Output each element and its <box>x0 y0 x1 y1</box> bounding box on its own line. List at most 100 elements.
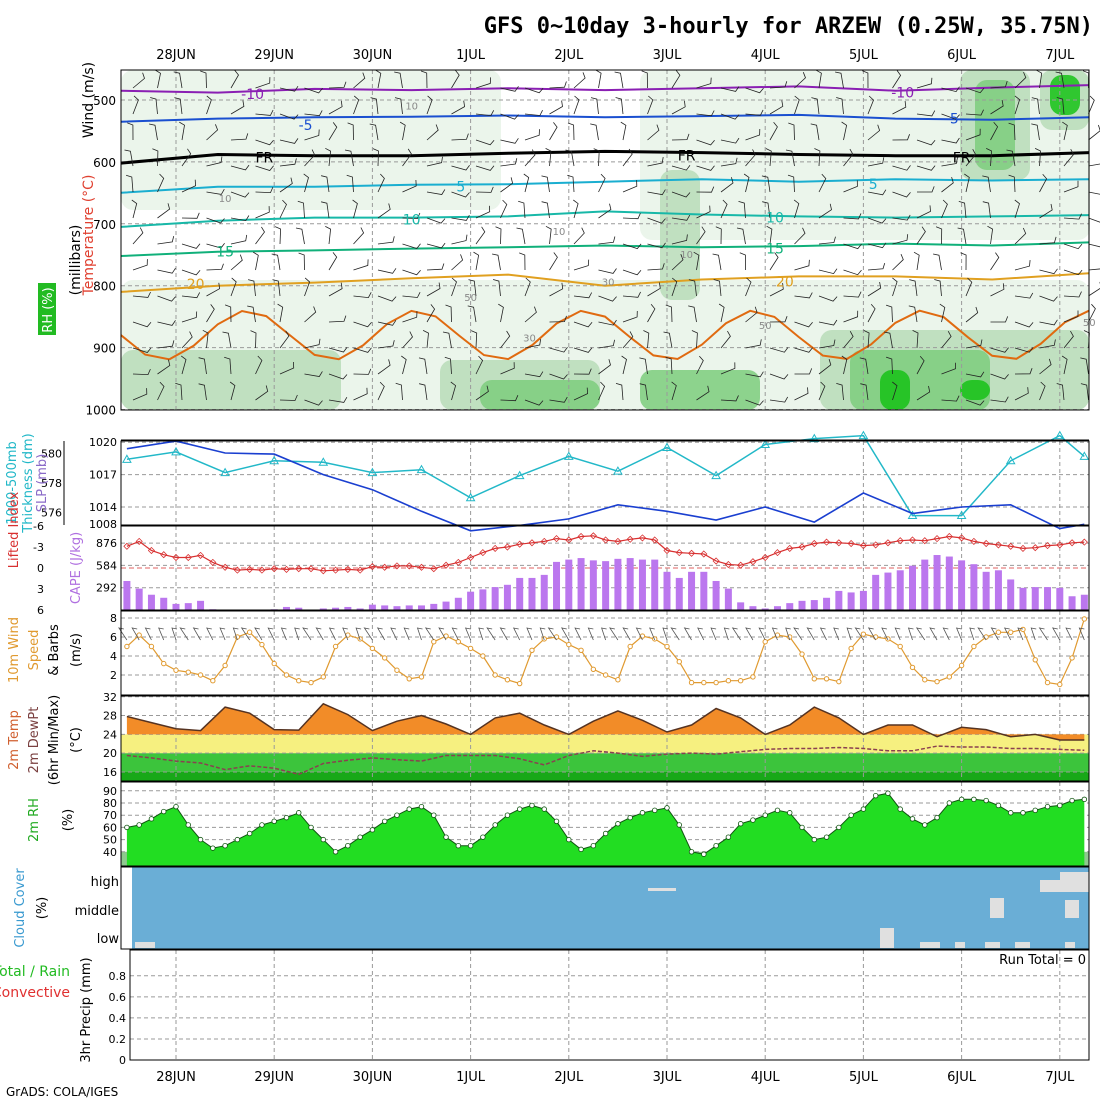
wind-barb <box>647 217 666 224</box>
wind-barb <box>255 139 274 146</box>
wind-barb <box>377 203 391 219</box>
wind-barb <box>892 381 898 401</box>
wind-barb <box>1056 383 1065 401</box>
lifted-index-point <box>982 539 990 548</box>
wind-barb <box>500 199 508 219</box>
wind-barb <box>785 149 795 167</box>
wind-barb <box>1039 174 1048 193</box>
cloud-cell <box>648 888 676 891</box>
wind-barb <box>987 225 994 245</box>
cape-bar <box>688 571 696 610</box>
wind10m-barb <box>955 627 962 641</box>
cape-tick: 876 <box>96 537 117 550</box>
rh2m-point <box>394 812 400 818</box>
cape-bar <box>982 571 990 610</box>
precip-tick: 0.2 <box>109 1033 127 1046</box>
wind-barb <box>1063 310 1079 323</box>
wind-barb <box>713 279 722 297</box>
wind-barb <box>769 347 789 353</box>
lifted-index-point <box>147 546 156 555</box>
wind-barb <box>426 95 433 115</box>
wind-barb <box>451 191 470 198</box>
wind-barb <box>353 347 372 353</box>
wind10m-barb <box>683 627 692 641</box>
wind-barb <box>230 234 248 245</box>
lifted-index-point <box>270 565 278 573</box>
x-tick-top: 29JUN <box>254 48 294 63</box>
rh2m-point <box>652 807 658 814</box>
lifted-index-point <box>356 566 364 574</box>
wind-barb <box>843 148 854 167</box>
cape-bar <box>994 570 1002 610</box>
rh2m-point <box>455 843 462 849</box>
wind-barb <box>892 70 902 89</box>
wind10m-barb <box>179 627 189 641</box>
rh2m-point <box>431 812 437 818</box>
wind10m-point <box>1020 626 1026 633</box>
rh-contour-label: 10 <box>680 250 693 261</box>
wind-barb <box>304 87 323 94</box>
lifted-index-point <box>970 537 978 545</box>
lifted-index-point <box>123 542 131 550</box>
rh-contour-label: 30 <box>523 333 536 344</box>
wind10m-point <box>161 660 167 667</box>
wind-barb <box>471 330 478 349</box>
lifted-index-point <box>442 561 450 569</box>
wind-barb <box>372 148 379 167</box>
wind-barb <box>639 357 648 375</box>
wind-barb <box>647 242 666 249</box>
wind10m-point <box>369 645 376 652</box>
cape-bar <box>565 559 573 610</box>
wind10m-point <box>332 643 339 650</box>
rh2m-point <box>762 812 768 818</box>
cape-bar <box>1056 587 1064 610</box>
rh2m-point <box>934 814 940 821</box>
x-tick-top: 3JUL <box>653 48 683 63</box>
wind-barb <box>671 191 691 198</box>
wind-barb <box>549 282 564 297</box>
wind-barb <box>867 242 887 249</box>
wind10m-ylabel-2: Speed <box>27 630 42 671</box>
wind10m-barb <box>424 627 435 641</box>
isotherm-label: 10 <box>766 211 784 227</box>
wind-barb <box>671 165 691 171</box>
wind-barb <box>353 368 372 375</box>
wind-barb <box>399 121 406 141</box>
cape-bar <box>737 602 745 610</box>
rh-shading-cell <box>480 380 600 410</box>
wind-barb <box>132 72 145 89</box>
wind-barb <box>426 156 443 167</box>
cape-bar <box>405 605 413 610</box>
li-tick: 6 <box>37 604 44 617</box>
slp-ylabel: SLP (mb) <box>35 454 50 513</box>
rh2m-point <box>529 802 535 809</box>
lifted-index-point <box>602 536 610 544</box>
rh-shading-cell <box>660 170 700 300</box>
lifted-index-point <box>209 558 217 566</box>
wind-barb <box>279 138 299 144</box>
lifted-index-point <box>847 539 855 548</box>
wind-barb <box>841 355 848 375</box>
wind-barb <box>841 121 848 141</box>
wind-barb <box>647 304 656 323</box>
wind-barb <box>965 109 984 116</box>
wind-barb <box>549 252 558 271</box>
wind-barb <box>304 149 316 167</box>
wind10m-barb <box>451 627 459 641</box>
wind-barb <box>1063 149 1075 167</box>
wind10m-tick: 4 <box>110 650 117 663</box>
thickness-point <box>858 430 869 440</box>
lifted-index-point <box>319 567 327 575</box>
wind10m-barb <box>833 627 840 641</box>
cloud-cell <box>990 898 1004 918</box>
wind10m-point <box>590 666 597 672</box>
y-tick-pressure: 700 <box>93 218 116 232</box>
wind-barb <box>279 361 295 375</box>
wind10m-barb <box>574 627 582 641</box>
wind10m-point <box>958 662 965 669</box>
wind-barb <box>1014 387 1029 401</box>
wind-barb <box>375 69 382 89</box>
rh-contour-label: 50 <box>1083 318 1096 329</box>
wind10m-point <box>848 645 854 652</box>
wind-barb <box>377 340 395 349</box>
